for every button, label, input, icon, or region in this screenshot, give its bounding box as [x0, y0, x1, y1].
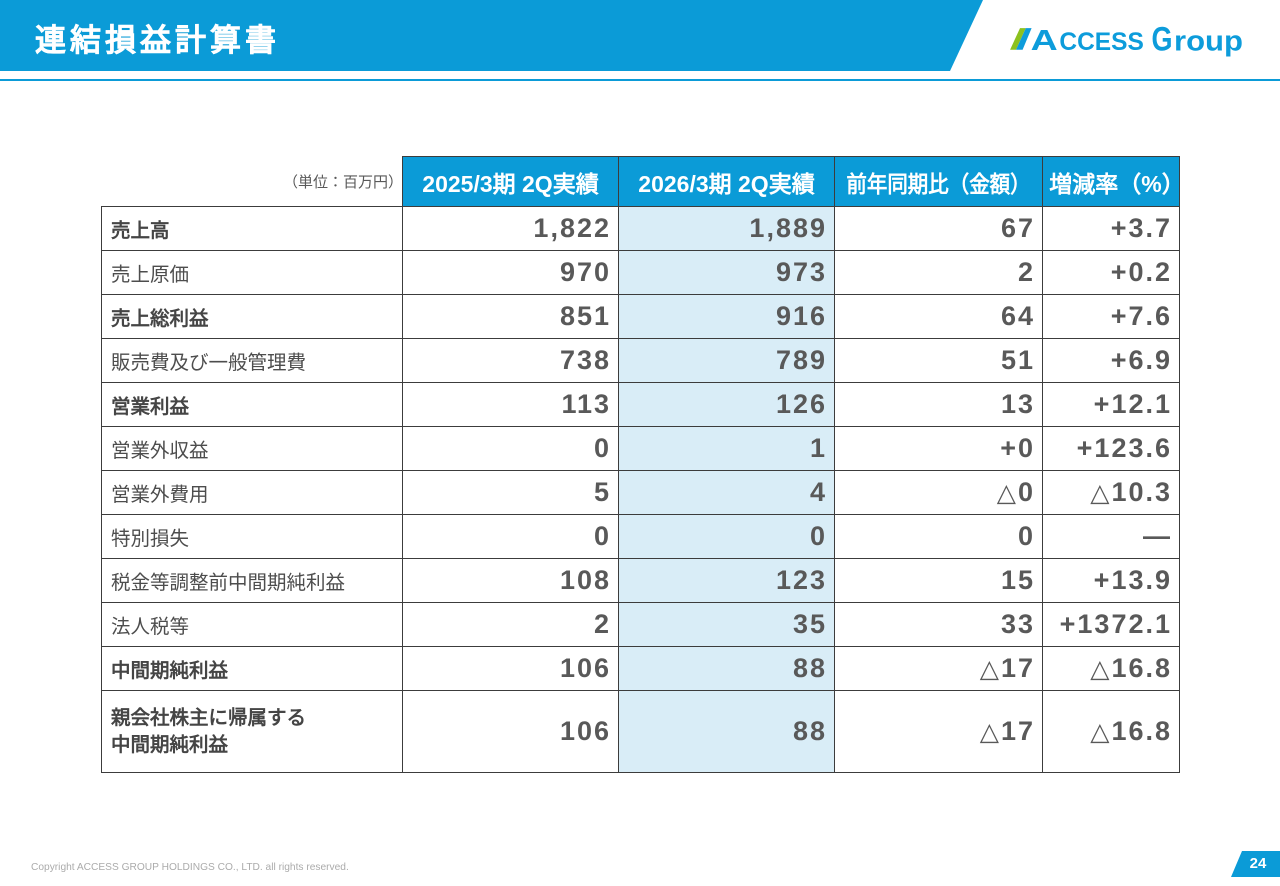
svg-text:G: G — [1152, 20, 1173, 58]
svg-text:CCESS: CCESS — [1059, 28, 1143, 56]
svg-text:A: A — [1031, 25, 1058, 57]
svg-text:roup: roup — [1174, 25, 1243, 57]
